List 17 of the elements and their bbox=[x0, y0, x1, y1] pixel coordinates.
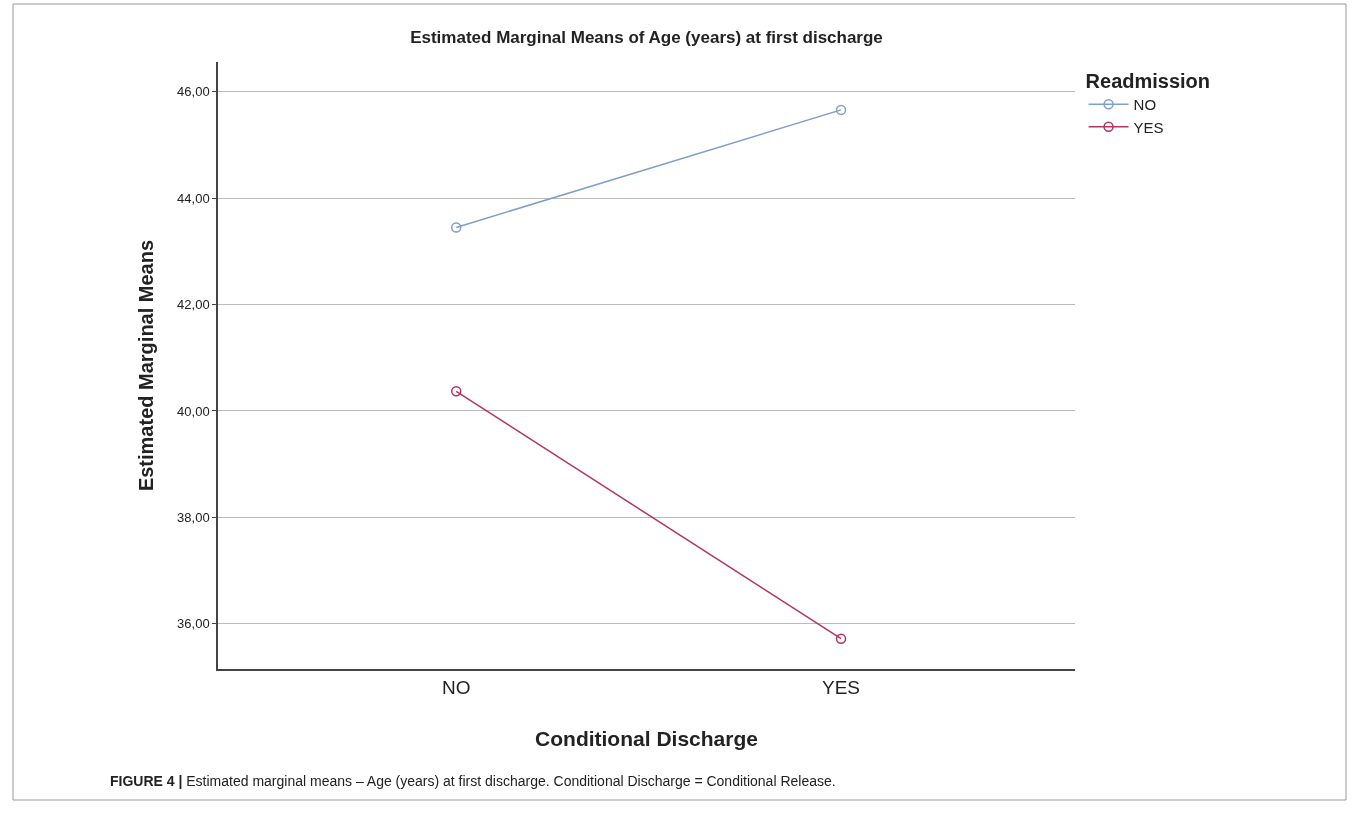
x-axis-title: Conditional Discharge bbox=[535, 727, 758, 751]
y-axis-title: Estimated Marginal Means bbox=[135, 239, 158, 492]
legend-title: Readmission bbox=[1085, 70, 1211, 92]
y-tick-label: 46,00 bbox=[177, 84, 210, 100]
legend-label: YES bbox=[1133, 118, 1164, 136]
point bbox=[835, 104, 847, 116]
y-tick-label: 38,00 bbox=[177, 509, 210, 525]
y-tick-label: 42,00 bbox=[177, 297, 210, 313]
chart-title: Estimated Marginal Means of Age (years) at first discharge bbox=[410, 27, 883, 47]
y-tick-label: 36,00 bbox=[177, 616, 210, 632]
caption: FIGURE 4 | Estimated marginal means – Age (years) at first discharge. Conditional Discharge = Conditional Release. bbox=[110, 773, 836, 789]
y-tick-label: 40,00 bbox=[177, 403, 210, 419]
point bbox=[450, 222, 462, 233]
point bbox=[450, 386, 462, 397]
y-tick-label: 44,00 bbox=[177, 190, 210, 206]
legend-label: NO bbox=[1133, 96, 1157, 114]
point bbox=[835, 633, 847, 644]
